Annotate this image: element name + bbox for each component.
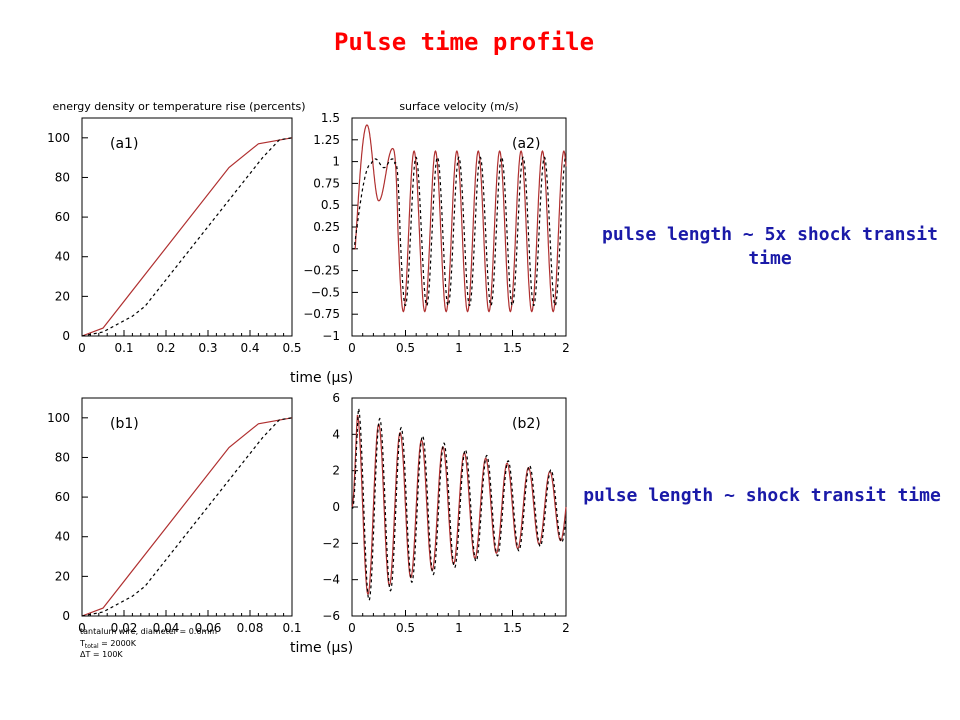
y-tick-label-b2: 2 [332, 464, 340, 478]
x-tick-label-b2: 1 [455, 621, 463, 635]
x-tick-label-a1: 0.1 [114, 341, 133, 355]
x-tick-label-a2: 1.5 [503, 341, 522, 355]
series-solid-b2 [351, 414, 567, 596]
x-tick-label-a2: 1 [455, 341, 463, 355]
y-tick-label-a2: −0.75 [303, 307, 340, 321]
legend-line-3: ΔT = 100K [80, 650, 123, 659]
x-tick-label-b2: 1.5 [503, 621, 522, 635]
note-bottom: pulse length ~ shock transit time [583, 485, 941, 506]
legend-line-1: tantalum wire, diameter = 0.6mm [80, 627, 217, 636]
y-tick-label-a2: −0.25 [303, 264, 340, 278]
x-tick-label-b1: 0.08 [237, 621, 264, 635]
x-tick-label-b1: 0.06 [195, 621, 222, 635]
x-tick-label-b1: 0 [78, 621, 86, 635]
y-tick-label-b2: 0 [332, 500, 340, 514]
series-dashed-b1 [81, 417, 293, 617]
y-tick-label-b1: 20 [55, 569, 70, 583]
y-tick-label-a2: −0.5 [311, 285, 340, 299]
x-tick-label-b2: 0.5 [396, 621, 415, 635]
y-tick-label-b1: 0 [62, 609, 70, 623]
y-tick-label-a2: 0.25 [313, 220, 340, 234]
x-tick-label-b1: 0.04 [153, 621, 180, 635]
note-top: pulse length ~ 5x shock transit time [602, 224, 938, 269]
y-tick-label-a2: 0 [332, 242, 340, 256]
panel-label-a1: (a1) [110, 136, 138, 152]
x-tick-label-a1: 0.5 [282, 341, 301, 355]
y-tick-label-b1: 60 [55, 490, 70, 504]
x-tick-label-a1: 0.4 [240, 341, 259, 355]
y-tick-label-a1: 80 [55, 170, 70, 184]
chart-title-a1: energy density or temperature rise (perc… [52, 100, 305, 113]
y-tick-label-a1: 60 [55, 210, 70, 224]
x-tick-label-a2: 0.5 [396, 341, 415, 355]
page-title: Pulse time profile [333, 28, 595, 56]
x-tick-label-a2: 2 [562, 341, 570, 355]
y-tick-label-b1: 80 [55, 450, 70, 464]
y-tick-label-b2: 6 [332, 391, 340, 405]
x-tick-label-b1: 0.1 [282, 621, 301, 635]
chart-frame-a1 [81, 117, 293, 337]
legend-line-2: Ttotal = 2000K [79, 639, 137, 650]
y-tick-label-a2: 1.5 [321, 111, 340, 125]
y-tick-label-a2: 0.75 [313, 176, 340, 190]
y-tick-label-b2: −2 [322, 536, 340, 550]
y-tick-label-a1: 0 [62, 329, 70, 343]
panel-label-b2: (b2) [512, 416, 541, 432]
x-axis-label-bottom: time (μs) [290, 640, 353, 656]
x-tick-label-a1: 0.2 [156, 341, 175, 355]
y-tick-label-b2: −4 [322, 573, 340, 587]
x-axis-label-top: time (μs) [290, 370, 353, 386]
y-tick-label-a2: 1 [332, 155, 340, 169]
panel-label-a2: (a2) [512, 136, 540, 152]
y-tick-label-a1: 40 [55, 250, 70, 264]
series-solid-a1 [81, 137, 293, 337]
x-tick-label-b2: 0 [348, 621, 356, 635]
series-solid-a2 [352, 124, 567, 313]
y-tick-label-b2: 4 [332, 427, 340, 441]
y-tick-label-b2: −6 [322, 609, 340, 623]
chart-frame-b1 [81, 397, 293, 617]
series-dashed-a1 [81, 137, 293, 337]
series-solid-b1 [81, 417, 293, 617]
y-tick-label-b1: 40 [55, 530, 70, 544]
series-dashed-b2 [351, 406, 567, 602]
x-tick-label-a1: 0.3 [198, 341, 217, 355]
y-tick-label-a2: 0.5 [321, 198, 340, 212]
series-dashed-a2 [352, 156, 567, 306]
y-tick-label-a1: 100 [47, 131, 70, 145]
y-tick-label-a1: 20 [55, 289, 70, 303]
x-tick-label-b1: 0.02 [111, 621, 138, 635]
chart-title-a2: surface velocity (m/s) [399, 100, 518, 113]
y-tick-label-a2: −1 [322, 329, 340, 343]
y-tick-label-a2: 1.25 [313, 133, 340, 147]
panel-label-b1: (b1) [110, 416, 139, 432]
y-tick-label-b1: 100 [47, 411, 70, 425]
x-tick-label-a2: 0 [348, 341, 356, 355]
x-tick-label-a1: 0 [78, 341, 86, 355]
x-tick-label-b2: 2 [562, 621, 570, 635]
